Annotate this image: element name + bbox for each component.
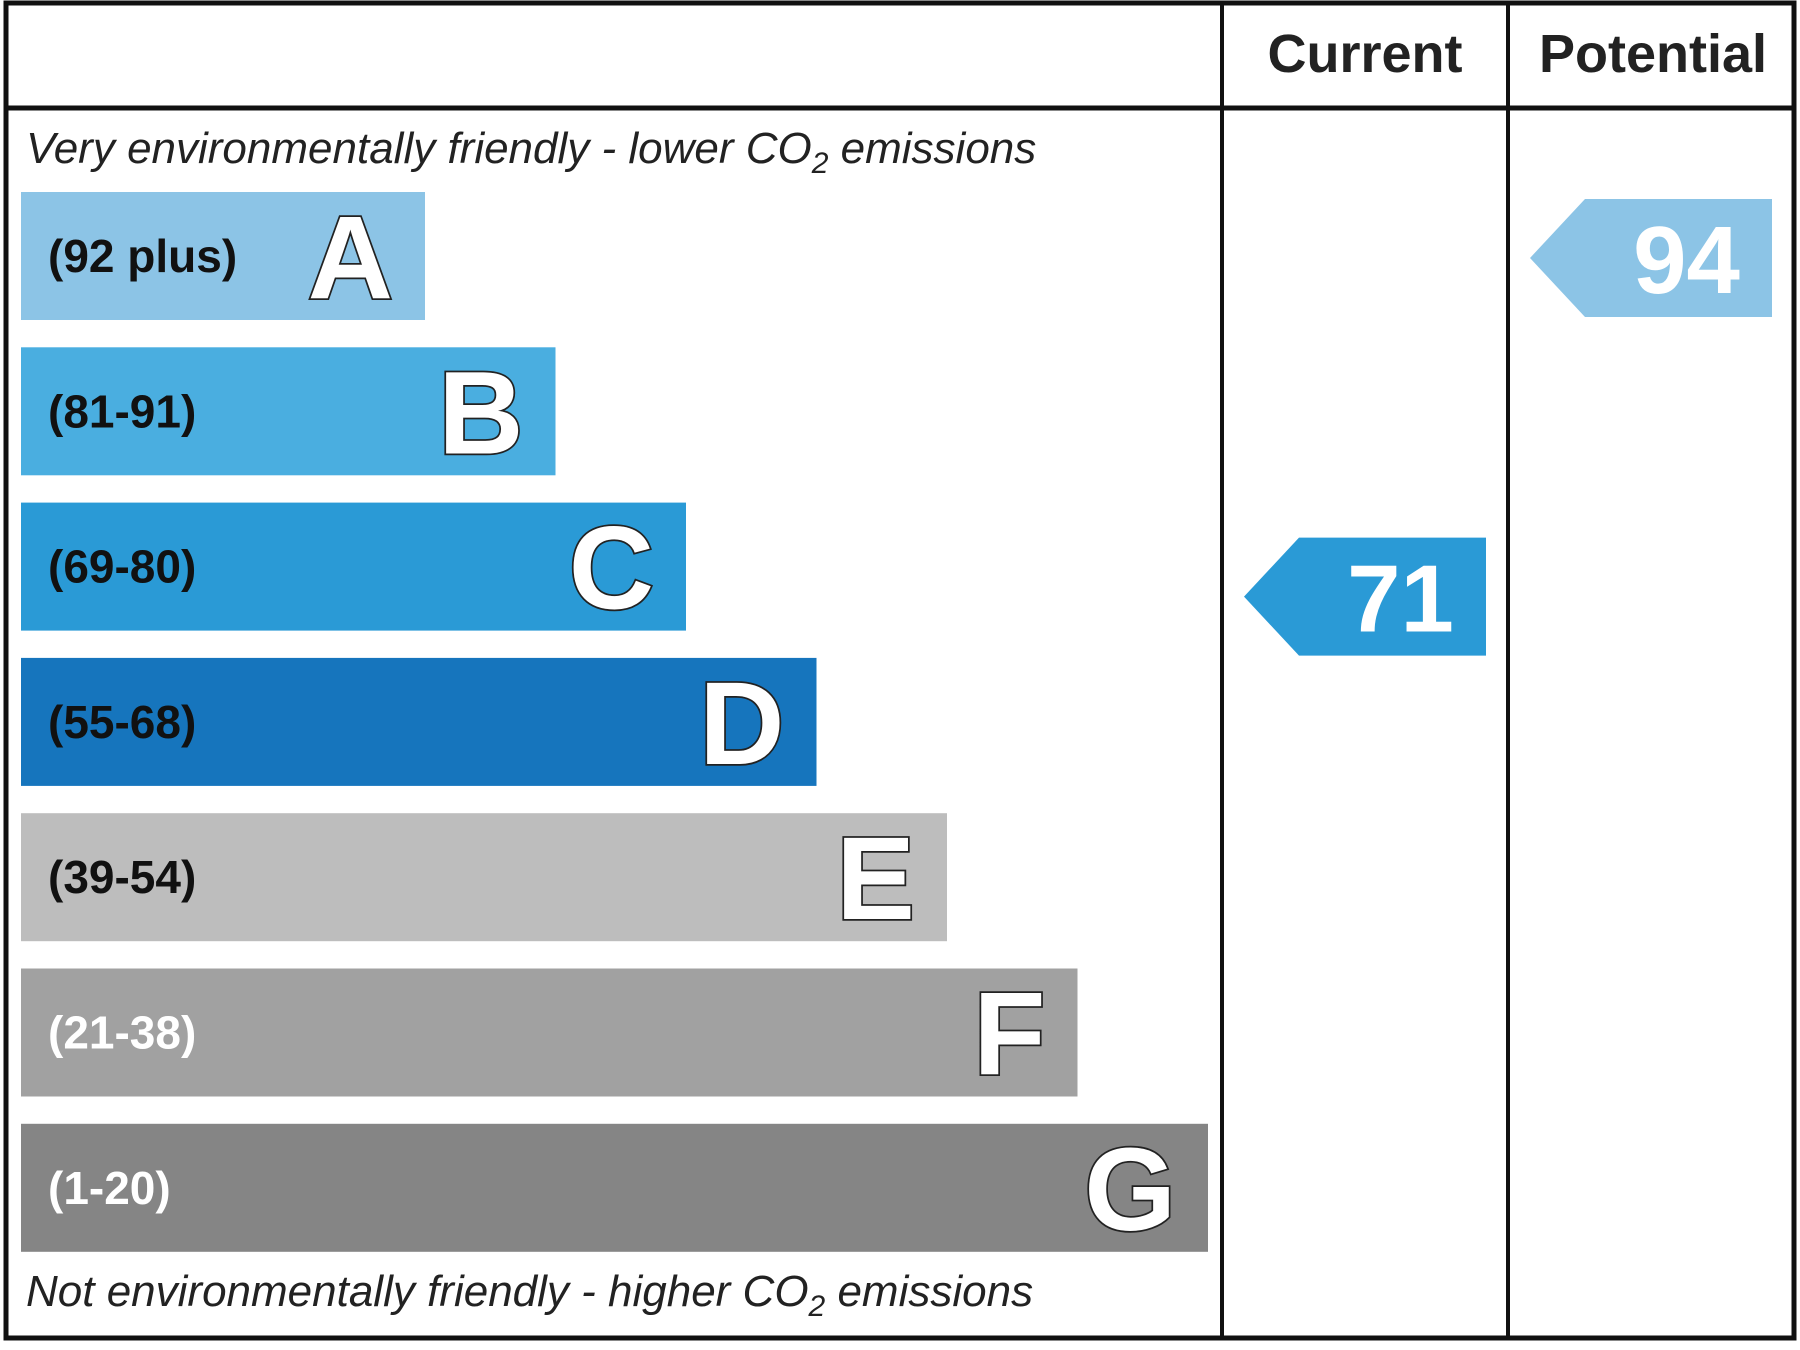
band-g-letter: G <box>1084 1124 1176 1256</box>
top-caption: Very environmentally friendly - lower CO… <box>26 124 1036 180</box>
chart-frame <box>3 0 1797 1341</box>
band-c-range: (69-80) <box>48 541 196 593</box>
band-a-range: (92 plus) <box>48 230 237 282</box>
potential-rating-value: 94 <box>1633 207 1740 314</box>
band-b-bar <box>21 347 556 476</box>
potential-rating-arrow <box>1530 199 1772 317</box>
band-g: (1-20) G <box>21 1122 1208 1258</box>
band-e: (39-54) E <box>21 811 947 947</box>
band-b: (81-91) B <box>21 346 556 481</box>
band-f-bar <box>21 968 1078 1097</box>
current-rating: 71 <box>1244 537 1486 656</box>
band-b-letter: B <box>438 347 523 479</box>
band-d-range: (55-68) <box>48 696 196 748</box>
band-c-bar <box>21 502 686 631</box>
band-e-range: (39-54) <box>48 851 196 903</box>
band-f: (21-38) F <box>21 967 1078 1102</box>
top-caption-suffix: emissions <box>828 124 1036 173</box>
band-d: (55-68) D <box>21 656 817 792</box>
bottom-caption-prefix: Not environmentally friendly - higher CO <box>26 1267 809 1316</box>
current-header: Current <box>1267 24 1462 84</box>
band-b-range: (81-91) <box>48 385 196 437</box>
current-rating-value: 71 <box>1347 546 1454 653</box>
band-f-letter: F <box>973 969 1045 1101</box>
band-a-bar <box>21 192 425 320</box>
band-c: (69-80) C <box>21 501 686 636</box>
current-rating-arrow <box>1244 537 1486 656</box>
band-g-range: (1-20) <box>48 1162 171 1214</box>
band-a: (92 plus) A <box>21 190 425 326</box>
bottom-caption: Not environmentally friendly - higher CO… <box>26 1267 1033 1323</box>
arrows-layer: 71 94 <box>1244 199 1772 656</box>
band-a-letter: A <box>308 192 393 324</box>
band-e-letter: E <box>836 813 915 945</box>
band-g-bar <box>21 1123 1208 1252</box>
potential-header: Potential <box>1539 24 1767 84</box>
bottom-caption-suffix: emissions <box>825 1267 1033 1316</box>
band-d-bar <box>21 657 817 786</box>
band-d-letter: D <box>699 658 784 790</box>
band-f-range: (21-38) <box>48 1007 196 1059</box>
bottom-caption-subscript: 2 <box>808 1290 826 1323</box>
top-caption-prefix: Very environmentally friendly - lower CO <box>26 124 812 173</box>
top-caption-subscript: 2 <box>811 147 829 180</box>
potential-rating: 94 <box>1530 199 1772 317</box>
band-e-bar <box>21 813 947 942</box>
bands-layer: (92 plus) A (81-91) B (69-80) C (55-68) D (39-54… <box>21 190 1208 1258</box>
band-c-letter: C <box>569 503 654 635</box>
